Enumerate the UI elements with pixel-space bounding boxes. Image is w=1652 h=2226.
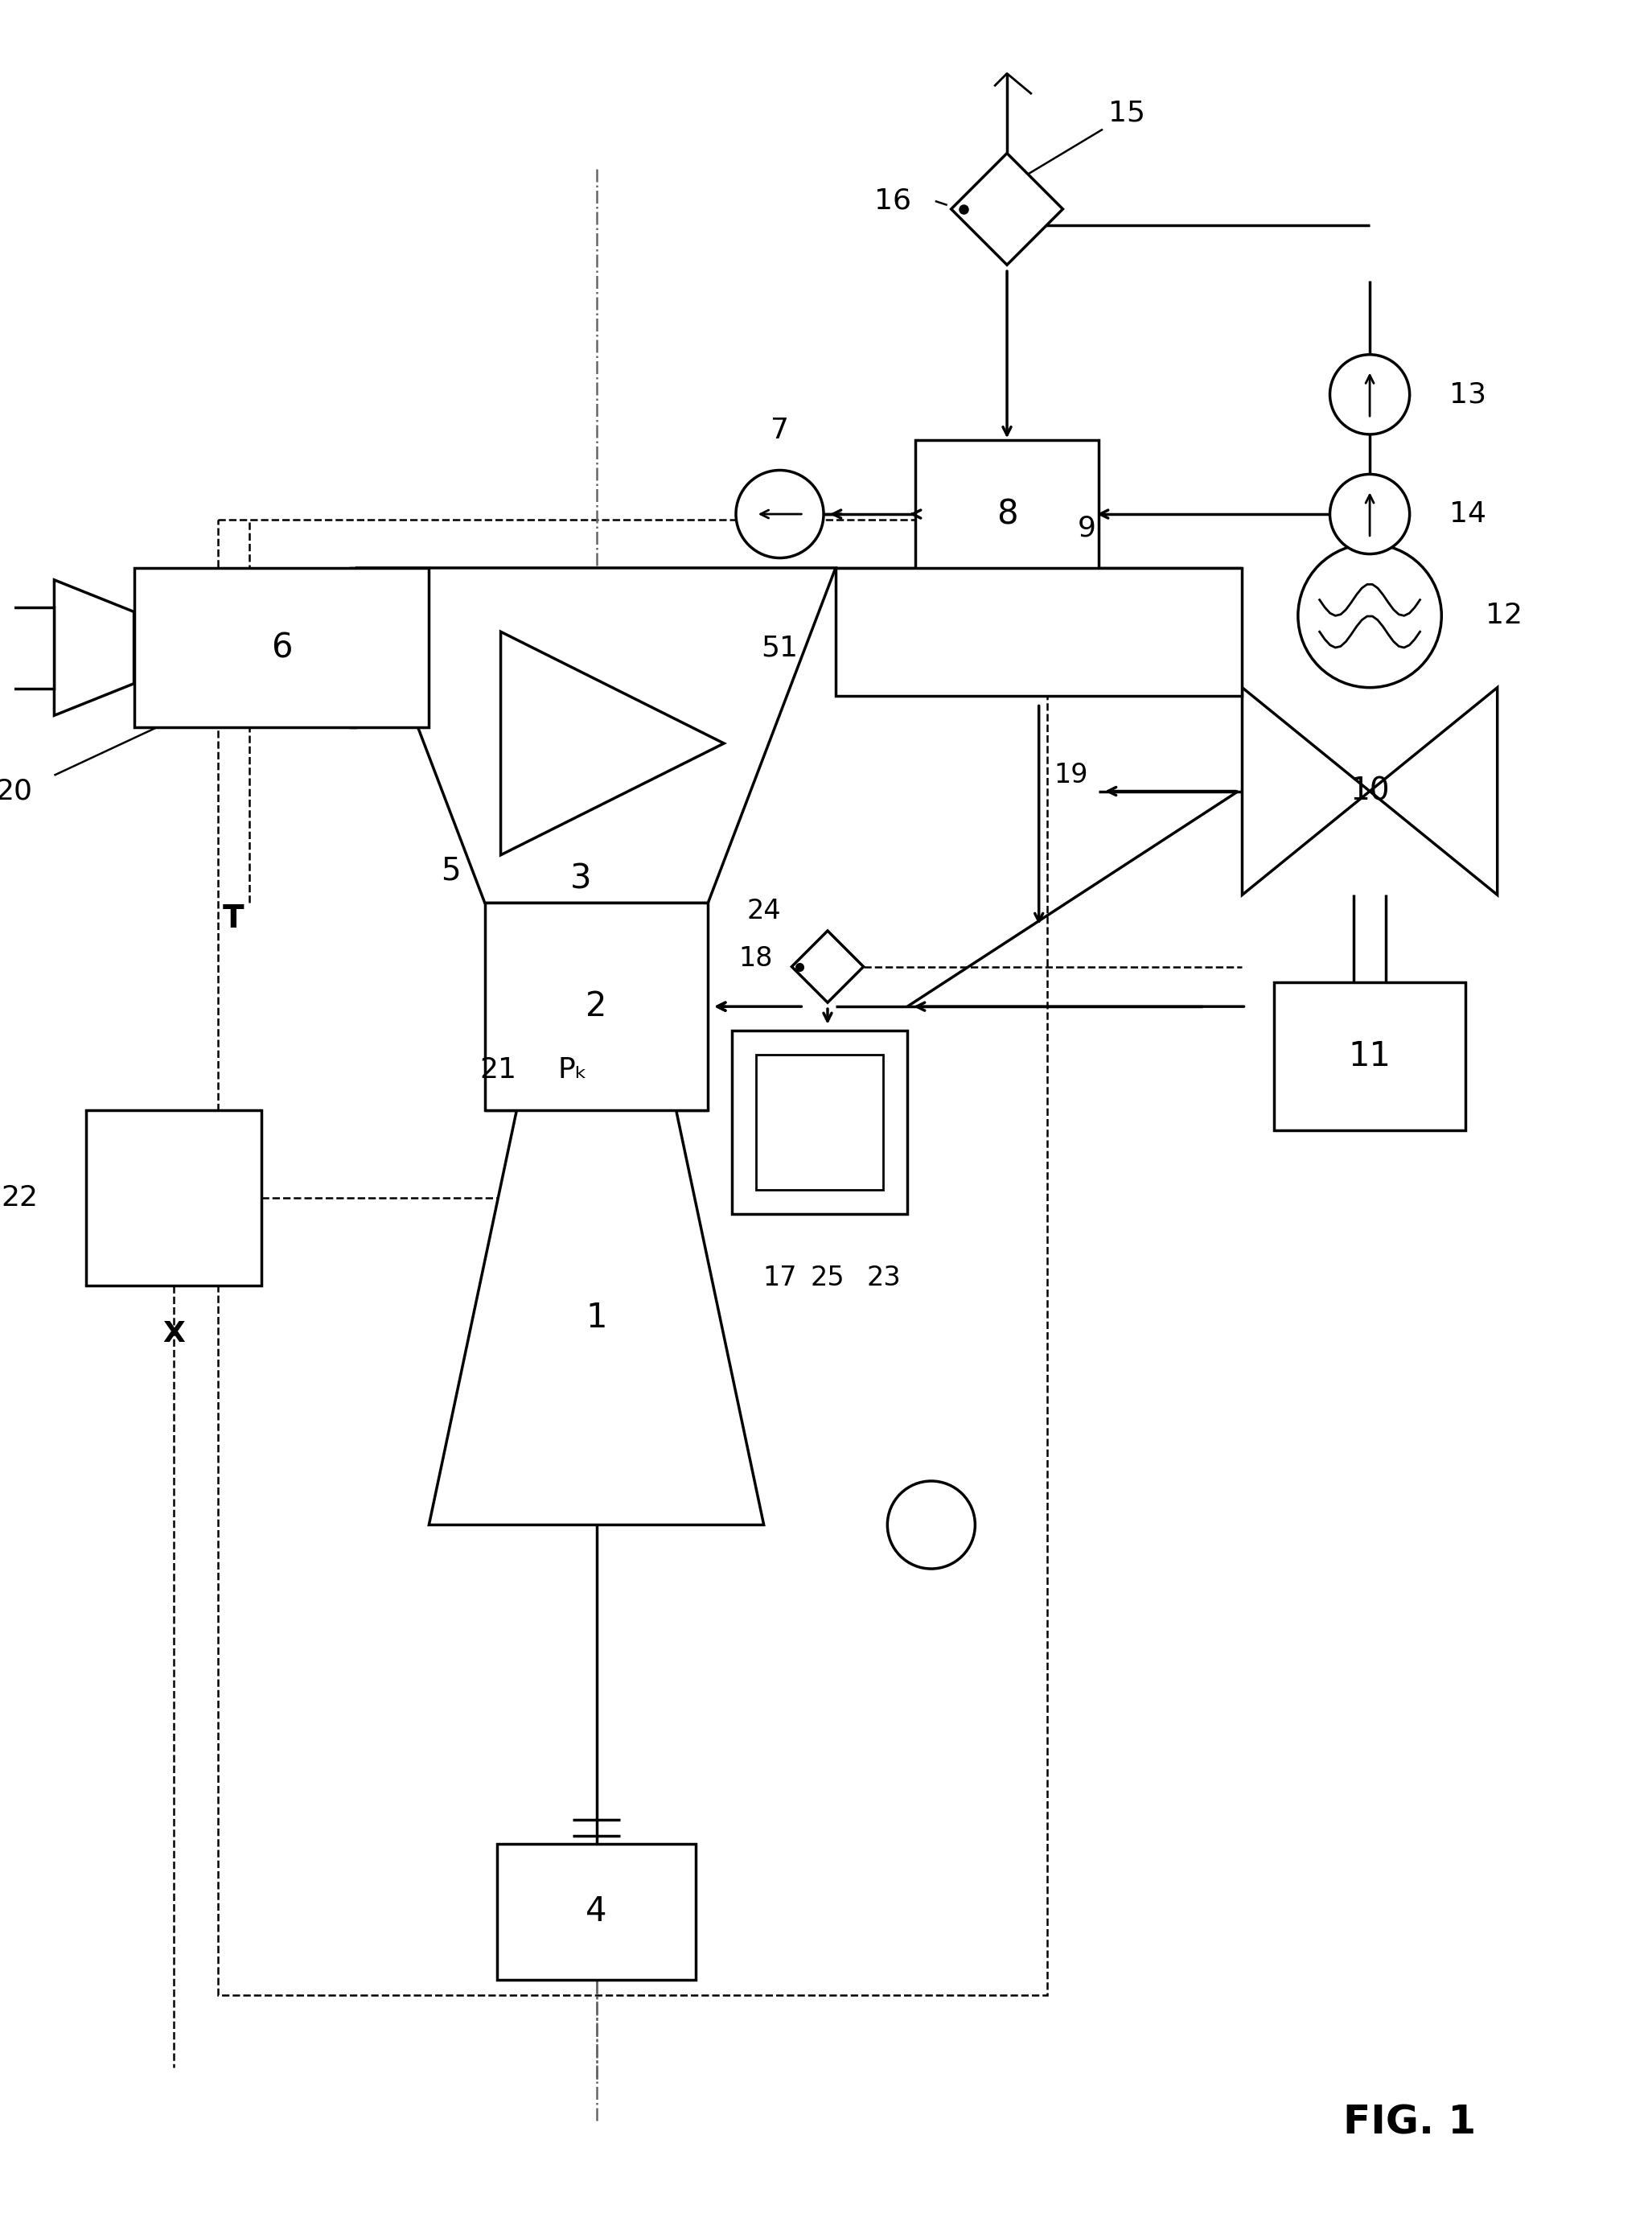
Text: Pₖ: Pₖ [557,1057,588,1084]
Bar [757,1055,884,1191]
Text: 5: 5 [441,855,461,886]
Text: 2: 2 [586,991,606,1024]
Text: 10: 10 [1350,777,1389,806]
Text: 15: 15 [1108,100,1145,127]
Polygon shape [501,632,724,855]
Text: 18: 18 [738,946,773,973]
Text: FIG. 1: FIG. 1 [1343,2104,1477,2141]
Text: 9: 9 [1077,514,1095,541]
Text: 19: 19 [1054,761,1089,788]
Polygon shape [55,581,134,715]
Bar [134,568,430,728]
Bar [732,1031,907,1213]
Text: 8: 8 [996,496,1018,532]
Bar [86,1111,261,1287]
Text: 7: 7 [770,416,790,443]
Bar [484,904,709,1111]
Bar [836,568,1242,695]
Polygon shape [357,568,836,904]
Text: 4: 4 [586,1894,606,1928]
Text: 3: 3 [570,861,591,895]
Text: 12: 12 [1485,601,1523,630]
Text: 22: 22 [2,1184,38,1211]
Text: 1: 1 [586,1300,606,1333]
Text: T: T [223,904,244,935]
Circle shape [735,470,824,559]
Circle shape [1298,543,1442,688]
Text: 13: 13 [1449,381,1487,407]
Polygon shape [791,930,864,1002]
Polygon shape [1370,688,1497,895]
Polygon shape [430,1111,763,1525]
Text: 16: 16 [874,187,912,214]
Polygon shape [1242,688,1370,895]
Bar [1274,982,1465,1131]
Polygon shape [952,154,1062,265]
Text: 51: 51 [762,634,798,661]
Circle shape [887,1480,975,1569]
Text: 24: 24 [747,897,781,924]
Text: 17: 17 [763,1264,796,1291]
Circle shape [1330,354,1409,434]
Bar [218,521,1047,1994]
Text: 6: 6 [271,630,292,666]
Bar [7,608,55,688]
Text: 14: 14 [1449,501,1487,528]
Bar [497,1843,695,1979]
Text: 23: 23 [866,1264,900,1291]
Bar [915,441,1099,588]
Text: X: X [162,1320,185,1347]
Text: 20: 20 [0,777,33,806]
Text: 11: 11 [1348,1040,1391,1073]
Circle shape [1330,474,1409,554]
Text: 25: 25 [811,1264,844,1291]
Text: 21: 21 [479,1057,517,1084]
